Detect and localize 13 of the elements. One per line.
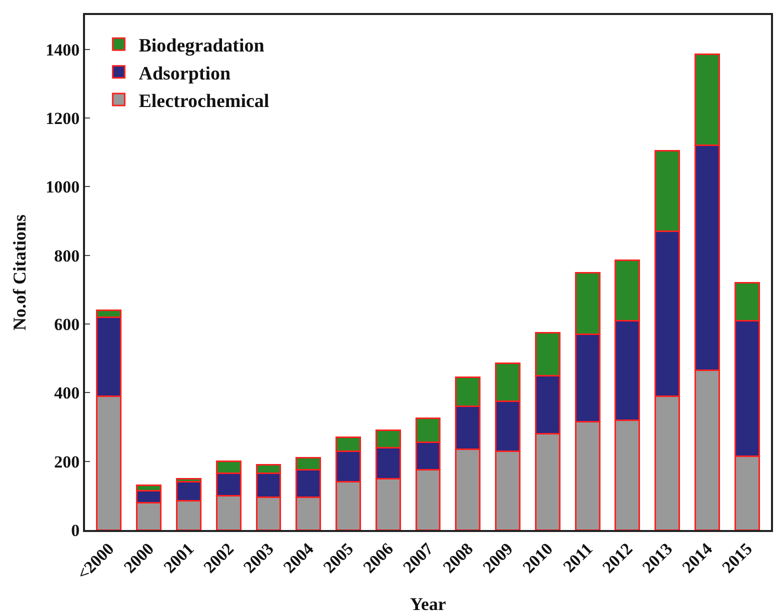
y-tick-label: 0 [71, 520, 80, 540]
y-tick-label: 800 [54, 246, 80, 266]
legend-label: Electrochemical [138, 90, 270, 112]
y-tick-label: 1000 [46, 178, 80, 197]
legend-label: Adsorption [138, 63, 232, 84]
y-tick-label: 400 [54, 384, 80, 403]
y-tick-label: 200 [54, 452, 80, 472]
y-tick-label: 1400 [46, 40, 80, 60]
y-axis-title: No.of Citations [9, 214, 30, 330]
x-axis-title: Year [410, 594, 446, 614]
legend-label: Biodegradation [138, 36, 265, 57]
y-tick-label: 600 [54, 314, 80, 334]
y-tick-label: 1200 [46, 108, 80, 128]
